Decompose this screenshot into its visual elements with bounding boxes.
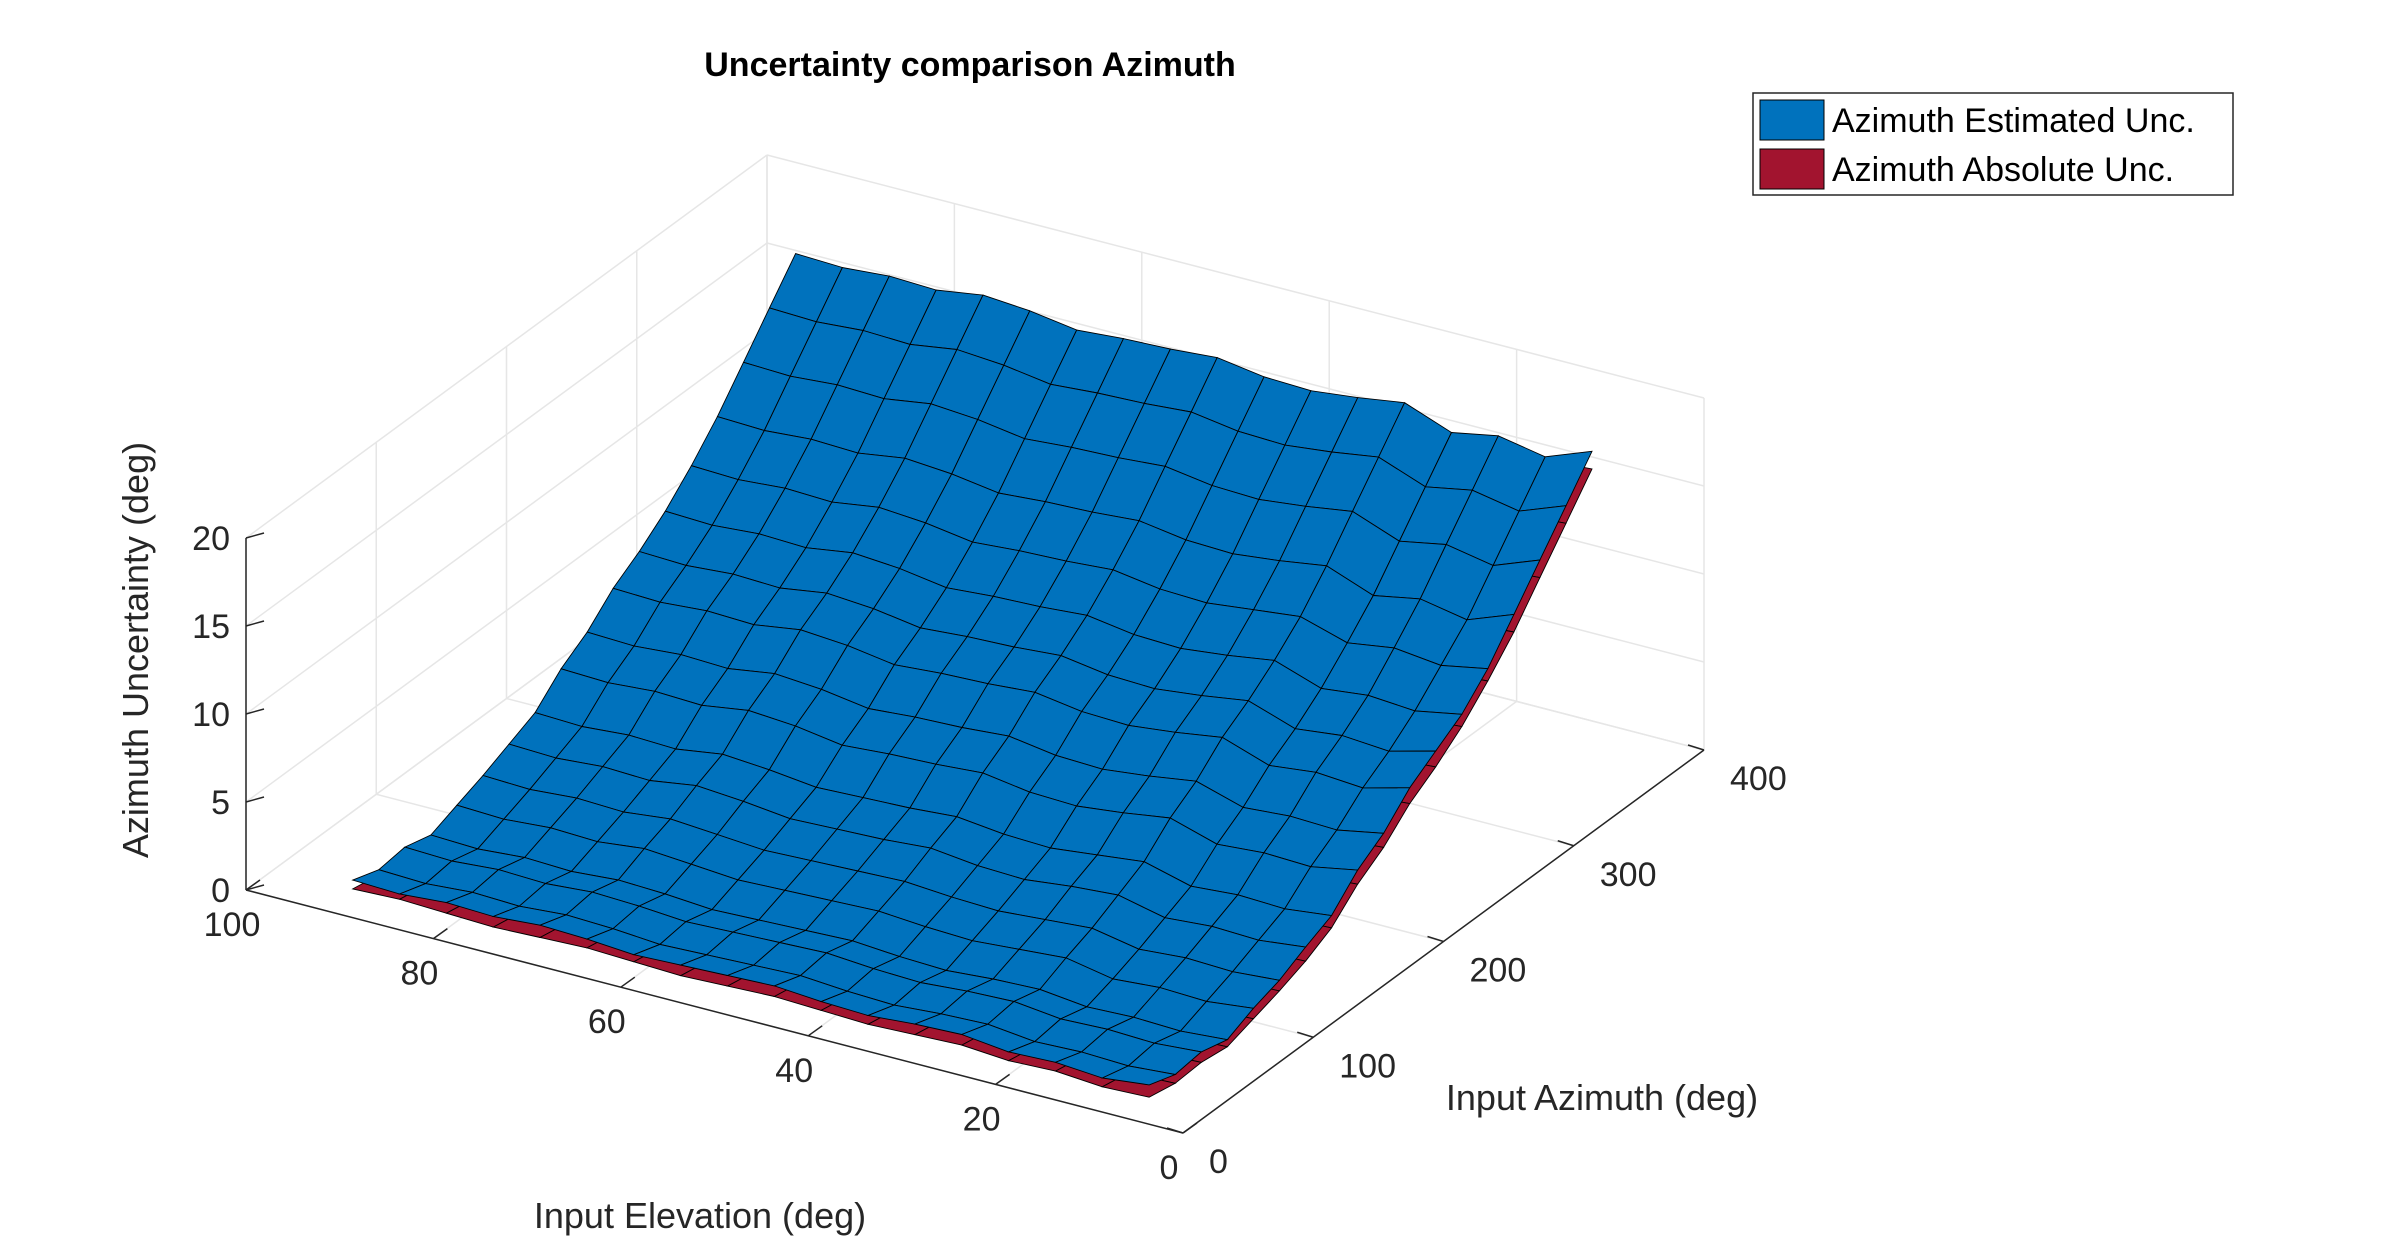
- y-tick: [1427, 935, 1444, 943]
- y-tick: [1297, 1031, 1314, 1038]
- z-axis-label: Azimuth Uncertainty (deg): [115, 442, 156, 858]
- y-tick-label: 200: [1470, 952, 1527, 990]
- surface-meshes: [351, 253, 1593, 1098]
- z-tick: [245, 708, 265, 715]
- z-tick-label: 20: [192, 520, 230, 558]
- z-tick-label: 10: [192, 696, 230, 734]
- y-tick-label: 300: [1600, 856, 1657, 894]
- x-tick-label: 20: [963, 1100, 1001, 1138]
- z-tick: [245, 796, 265, 803]
- z-tick: [245, 620, 265, 627]
- legend-label-estimated: Azimuth Estimated Unc.: [1832, 102, 2195, 140]
- y-tick: [1557, 840, 1574, 847]
- y-axis-label: Input Azimuth (deg): [1446, 1077, 1758, 1118]
- legend: Azimuth Estimated Unc. Azimuth Absolute …: [1752, 92, 2234, 196]
- z-tick-label: 15: [192, 608, 230, 646]
- y-tick: [1687, 744, 1705, 751]
- chart-title: Uncertainty comparison Azimuth: [704, 46, 1235, 84]
- x-tick: [807, 1025, 823, 1037]
- x-tick-label: 80: [400, 955, 438, 993]
- x-tick: [995, 1073, 1011, 1086]
- y-tick: [1166, 1127, 1184, 1134]
- x-axis-label: Input Elevation (deg): [534, 1195, 866, 1236]
- z-tick: [245, 532, 265, 539]
- x-axis-line: [245, 889, 1184, 1134]
- y-tick-label: 0: [1209, 1143, 1228, 1181]
- x-tick-label: 100: [204, 906, 261, 944]
- axes-lines: [245, 532, 1705, 1134]
- estimated-surface-face: [1100, 1065, 1177, 1086]
- y-tick-label: 100: [1339, 1047, 1396, 1085]
- z-tick-label: 5: [211, 784, 230, 822]
- z-tick-label: 0: [211, 872, 230, 910]
- legend-swatch-estimated: [1759, 99, 1825, 141]
- grid-line: [766, 242, 1705, 487]
- x-tick: [1182, 1122, 1198, 1134]
- x-tick: [245, 879, 261, 891]
- x-tick: [432, 927, 448, 940]
- x-tick: [620, 976, 636, 988]
- x-tick-label: 60: [588, 1003, 626, 1041]
- x-tick-label: 40: [775, 1052, 813, 1090]
- legend-box: [1752, 92, 2234, 196]
- grid-line: [766, 154, 1705, 399]
- legend-label-absolute: Azimuth Absolute Unc.: [1832, 151, 2174, 189]
- z-tick: [245, 884, 265, 891]
- y-tick-label: 400: [1730, 760, 1787, 798]
- legend-swatch-absolute: [1759, 148, 1825, 190]
- x-tick-label: 0: [1160, 1149, 1179, 1187]
